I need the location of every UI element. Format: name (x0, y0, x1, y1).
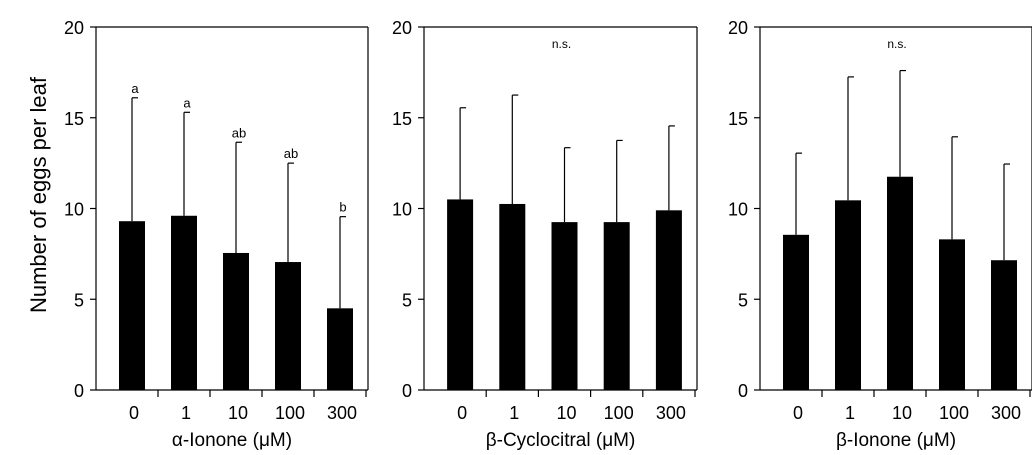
bar (991, 260, 1017, 390)
bar (939, 239, 965, 390)
significance-letter: a (131, 81, 139, 96)
x-tick-label: 1 (845, 403, 855, 423)
bar (275, 262, 301, 390)
bar (887, 176, 913, 390)
x-axis-title: β-Ionone (μM) (836, 430, 956, 451)
y-tick-label: 10 (64, 200, 84, 220)
x-tick-label: 100 (939, 403, 969, 423)
x-tick-label: 0 (793, 403, 803, 423)
y-tick-label: 10 (728, 200, 748, 220)
x-tick-label: 10 (556, 403, 576, 423)
chart-panel-2: 0 5 10 15 20 0 1 10 100 300 n.s. β-Cyclocitral (μM) (392, 18, 698, 451)
x-axis-title: β-Cyclocitral (μM) (486, 430, 636, 451)
bar (223, 252, 249, 390)
x-tick-label: 10 (892, 403, 912, 423)
x-tick-label: 300 (656, 403, 686, 423)
significance-letter: ab (284, 146, 298, 161)
x-tick-label: 1 (181, 403, 191, 423)
y-tick-label: 20 (64, 18, 84, 38)
bar (327, 308, 353, 390)
bar (447, 199, 474, 390)
y-tick-label: 20 (392, 18, 412, 38)
bar (603, 222, 630, 390)
bar (783, 234, 809, 390)
y-tick-label: 0 (74, 381, 84, 401)
y-tick-label: 15 (64, 109, 84, 129)
x-tick-label: 0 (129, 403, 139, 423)
bar (171, 215, 197, 390)
y-tick-label: 15 (392, 109, 412, 129)
chart-panel-1: 0 5 10 15 20 0 a 1 a 10 ab 100 ab 300 b α-Ionone (μM) (64, 18, 369, 451)
x-tick-label: 300 (327, 403, 357, 423)
bar (835, 200, 861, 390)
y-tick-label: 0 (402, 381, 412, 401)
x-tick-label: 100 (604, 403, 634, 423)
x-axis-title: α-Ionone (μM) (172, 430, 292, 451)
significance-note: n.s. (552, 37, 571, 51)
y-tick-label: 5 (74, 290, 84, 310)
y-tick-label: 5 (402, 290, 412, 310)
chart-panel-3: 0 5 10 15 20 0 1 10 100 300 n.s. β-Ionone (μM) (728, 18, 1032, 451)
x-tick-label: 10 (228, 403, 248, 423)
bar (655, 210, 682, 390)
significance-note: n.s. (887, 37, 906, 51)
significance-letter: b (339, 200, 346, 215)
x-tick-label: 0 (457, 403, 467, 423)
x-tick-label: 100 (275, 403, 305, 423)
bar (499, 203, 526, 390)
y-tick-label: 0 (738, 381, 748, 401)
y-tick-label: 20 (728, 18, 748, 38)
significance-letter: a (183, 95, 191, 110)
significance-letter: ab (232, 125, 246, 140)
y-tick-label: 15 (728, 109, 748, 129)
x-tick-label: 300 (991, 403, 1021, 423)
y-tick-label: 10 (392, 200, 412, 220)
y-axis-title: Number of eggs per leaf (26, 76, 51, 313)
bar (119, 221, 145, 390)
y-tick-label: 5 (738, 290, 748, 310)
bar (551, 222, 578, 390)
x-tick-label: 1 (509, 403, 519, 423)
